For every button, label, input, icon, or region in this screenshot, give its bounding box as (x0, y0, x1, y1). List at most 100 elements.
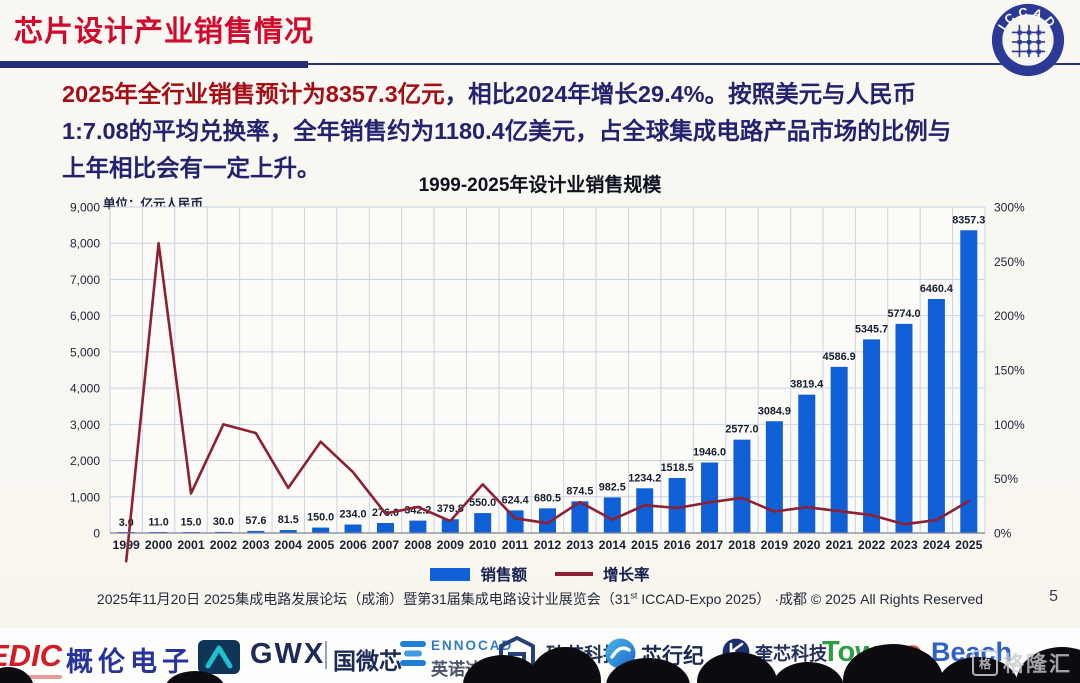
bar-2021 (830, 366, 848, 533)
footer-post: ICCAD-Expo 2025） ·成都 © 2025 All Rights R… (637, 591, 984, 607)
bar-2024 (927, 298, 945, 533)
bar-2014 (603, 497, 621, 533)
footer-text: 2025年11月20日 2025集成电路发展论坛（成渝）暨第31届集成电路设计业… (0, 589, 1080, 609)
left-axis-tick: 4,000 (70, 382, 100, 396)
bar-label: 5345.7 (855, 323, 888, 335)
x-axis-label: 2016 (663, 538, 691, 552)
x-axis-label: 2014 (599, 538, 627, 552)
summary-highlight: 2025年全行业销售预计为8357.3亿元 (62, 81, 445, 107)
bar-label: 5774.0 (887, 308, 920, 320)
bar-2010 (474, 513, 492, 533)
x-axis-label: 2021 (825, 538, 853, 552)
left-axis-tick: 1,000 (70, 490, 100, 504)
bar-label: 550.0 (469, 497, 496, 509)
x-axis-label: 2019 (761, 538, 789, 552)
x-axis-label: 2008 (404, 538, 432, 552)
watermark-icon: 格 (972, 650, 998, 676)
right-axis-tick: 250% (994, 255, 1025, 269)
left-axis-tick: 0 (93, 527, 100, 541)
bar-2012 (539, 508, 556, 533)
xinhangji-logo: 芯行纪 (641, 645, 704, 668)
x-axis-label: 2000 (145, 538, 173, 552)
gailun-logo: 概伦电子 (66, 647, 194, 677)
bar-label: 234.0 (340, 509, 367, 521)
left-axis-tick: 9,000 (70, 201, 100, 215)
x-axis-label: 2005 (307, 538, 335, 552)
ennocad-logo: ENNOCAD (431, 638, 514, 653)
x-axis-label: 2022 (858, 538, 886, 552)
x-axis-label: 2011 (502, 538, 529, 552)
gwx-logo: GWX (250, 638, 326, 670)
gwx-divider (325, 641, 327, 669)
x-axis-label: 2010 (469, 538, 497, 552)
page-title: 芯片设计产业销售情况 (14, 16, 315, 48)
bar-2006 (344, 524, 362, 533)
bar-2003 (247, 530, 265, 533)
x-axis-label: 2012 (534, 538, 562, 552)
watermark: 格 格隆汇 (972, 648, 1072, 678)
bar-label: 1518.5 (661, 462, 694, 474)
bar-2016 (668, 477, 686, 533)
left-axis-tick: 6,000 (70, 309, 100, 323)
bar-2025 (960, 230, 978, 533)
bar-label: 3819.4 (790, 379, 823, 391)
bar-2009 (441, 519, 459, 533)
chart-legend: 销售额 增长率 (0, 563, 1080, 585)
x-axis-label: 2004 (275, 538, 303, 552)
bar-label: 8357.3 (952, 214, 985, 226)
summary-line-1: 2025年全行业销售预计为8357.3亿元，相比2024年增长29.4%。按照美… (62, 76, 1027, 113)
left-axis-tick: 5,000 (70, 345, 100, 359)
growth-rate-line (124, 241, 971, 563)
x-axis-label: 2017 (696, 538, 724, 552)
bar-2008 (409, 520, 427, 533)
kuixin-icon (722, 638, 750, 666)
bar-2022 (863, 339, 881, 533)
right-axis-tick: 150% (994, 364, 1025, 378)
x-axis-label: 2002 (210, 538, 238, 552)
left-axis-tick: 7,000 (70, 273, 100, 287)
x-axis-label: 2025 (955, 538, 983, 552)
legend-bar-label: 销售额 (480, 567, 527, 584)
bar-label: 624.4 (502, 494, 529, 506)
sales-chart: 0 1,000 2,000 3,000 4,000 5,000 6,000 7,000 8,00… (70, 201, 1025, 563)
x-axis-label: 2003 (242, 538, 270, 552)
bar-label: 982.5 (599, 481, 626, 493)
tower-logo: Tower (822, 636, 906, 668)
bar-label: 1234.2 (628, 472, 661, 484)
bar-label: 342.2 (404, 505, 431, 517)
bar-label: 15.0 (181, 516, 202, 528)
legend-line-label: 增长率 (603, 567, 650, 584)
summary-line-1-rest: ，相比2024年增长29.4%。按照美元与人民币 (444, 81, 917, 107)
x-axis-label: 2013 (566, 538, 594, 552)
x-axis-label: 2023 (890, 538, 918, 552)
summary-line-3: 上年相比会有一定上升。 (62, 155, 321, 181)
chart-title: 1999-2025年设计业销售规模 (418, 175, 662, 196)
left-axis-tick: 3,000 (70, 418, 100, 432)
right-axis-tick: 0% (994, 527, 1012, 541)
right-axis-tick: 100% (994, 418, 1025, 432)
x-axis-label: 2018 (728, 538, 756, 552)
right-axis-tick: 300% (994, 201, 1025, 215)
edic-logo: EDIC (0, 638, 63, 673)
footer-sup: st (630, 590, 638, 601)
left-axis-tick: 2,000 (70, 454, 100, 468)
bar-label: 150.0 (307, 512, 334, 524)
edic-subtext-bar (0, 675, 62, 679)
ic-logo: IC (897, 641, 921, 668)
watermark-text: 格隆汇 (1003, 653, 1072, 676)
bar-2017 (701, 462, 719, 533)
logo-grid-nodes (1017, 30, 1041, 54)
right-axis-tick: 200% (994, 309, 1025, 323)
bar-2015 (636, 488, 654, 533)
bar-label: 81.5 (278, 514, 299, 526)
bar-label: 4586.9 (823, 351, 856, 363)
summary-line-2: 1:7.08的平均兑换率，全年销售约为1180.4亿美元，占全球集成电路产品市场… (62, 118, 952, 144)
bar-label: 30.0 (213, 516, 234, 528)
bar-label: 2577.0 (725, 424, 758, 436)
guixin-icon (499, 636, 535, 672)
bar-label: 3084.9 (758, 405, 791, 417)
x-axis-label: 2006 (339, 538, 367, 552)
x-axis-label: 2009 (437, 538, 465, 552)
bar-2019 (765, 421, 783, 533)
legend-line-swatch (555, 572, 593, 576)
